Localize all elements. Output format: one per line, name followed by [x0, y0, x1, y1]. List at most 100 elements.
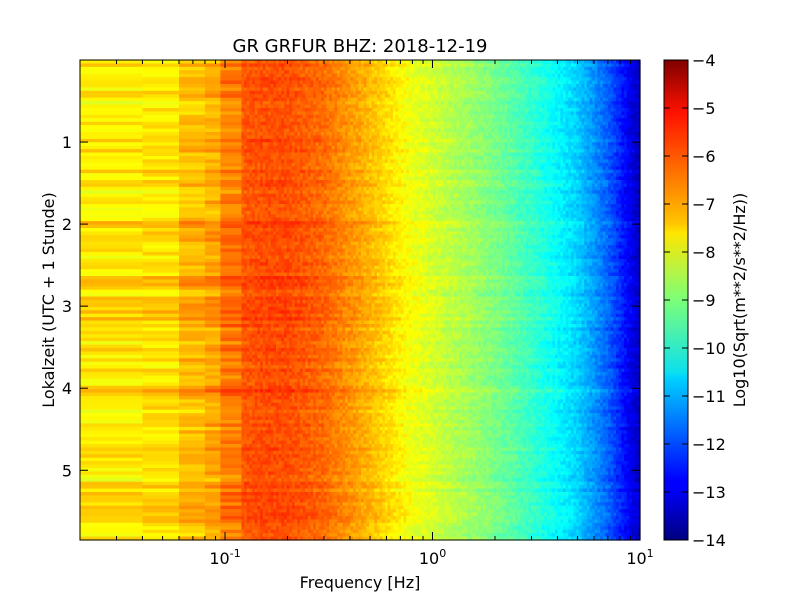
heatmap-cell	[142, 63, 179, 67]
heatmap-cell	[205, 122, 221, 126]
heatmap-cell	[80, 153, 143, 157]
heatmap-cell	[220, 63, 242, 67]
heatmap-cell	[142, 153, 179, 157]
heatmap-cell	[179, 105, 206, 109]
heatmap-cell	[205, 84, 221, 88]
heatmap-cell	[205, 125, 221, 129]
heatmap-cell	[220, 67, 242, 71]
heatmap-cell	[179, 122, 206, 126]
heatmap-cell	[179, 135, 206, 139]
heatmap-cell	[80, 101, 143, 105]
heatmap-cell	[179, 60, 206, 64]
heatmap-cell	[220, 132, 242, 136]
heatmap-cell	[220, 153, 242, 157]
heatmap-cell	[205, 153, 221, 157]
spectrogram-figure: 10-1 100 101 12345 GR GRFUR BHZ: 2018-12-1…	[0, 0, 800, 600]
heatmap-cell	[142, 122, 179, 126]
heatmap-cell	[205, 87, 221, 91]
heatmap-cell	[142, 87, 179, 91]
heatmap-cell	[80, 149, 143, 153]
heatmap-cell	[179, 139, 206, 143]
heatmap-cell	[142, 135, 179, 139]
heatmap-cell	[179, 84, 206, 88]
heatmap-cell	[205, 91, 221, 95]
heatmap-cell	[220, 129, 242, 133]
heatmap-cell	[142, 170, 179, 174]
heatmap-cell	[205, 67, 221, 71]
heatmap-cell	[205, 139, 221, 143]
heatmap-cell	[220, 81, 242, 85]
heatmap-cell	[80, 115, 143, 119]
heatmap-cell	[179, 74, 206, 78]
heatmap-cell	[205, 156, 221, 160]
heatmap-cell	[205, 60, 221, 64]
heatmap-cell	[205, 77, 221, 81]
heatmap-cell	[179, 67, 206, 71]
heatmap-cell	[142, 105, 179, 109]
heatmap-cell	[220, 159, 242, 163]
heatmap-cell	[142, 163, 179, 167]
heatmap-cell	[80, 156, 143, 160]
heatmap-cell	[80, 129, 143, 133]
heatmap-cell	[142, 67, 179, 71]
heatmap-cell	[205, 149, 221, 153]
heatmap-cell	[205, 108, 221, 112]
heatmap-cell	[220, 146, 242, 150]
heatmap-cell	[179, 87, 206, 91]
heatmap-cell	[142, 159, 179, 163]
heatmap-cell	[179, 153, 206, 157]
heatmap-cell	[220, 105, 242, 109]
heatmap-cell	[80, 98, 143, 102]
heatmap-cell	[80, 163, 143, 167]
heatmap-cell	[220, 156, 242, 160]
heatmap-cell	[220, 125, 242, 129]
heatmap-cell	[220, 149, 242, 153]
heatmap-cell	[80, 132, 143, 136]
heatmap-cell	[179, 91, 206, 95]
heatmap-cell	[220, 135, 242, 139]
heatmap-cell	[142, 77, 179, 81]
heatmap-cell	[179, 98, 206, 102]
heatmap-cell	[220, 163, 242, 167]
heatmap-cell	[220, 91, 242, 95]
heatmap-cell	[179, 101, 206, 105]
heatmap-cell	[80, 122, 143, 126]
heatmap-cell	[220, 74, 242, 78]
heatmap-cell	[179, 132, 206, 136]
heatmap-cell	[80, 105, 143, 109]
heatmap-cell	[80, 77, 143, 81]
heatmap-cell	[142, 81, 179, 85]
heatmap-cell	[179, 149, 206, 153]
heatmap-cell	[80, 87, 143, 91]
heatmap-cell	[80, 63, 143, 67]
heatmap-cell	[220, 84, 242, 88]
heatmap-cell	[220, 139, 242, 143]
heatmap-cell	[205, 135, 221, 139]
heatmap-cell	[142, 98, 179, 102]
heatmap-cell	[80, 108, 143, 112]
heatmap-cell	[142, 84, 179, 88]
spectrogram-heatmap	[80, 60, 641, 541]
heatmap-cell	[205, 81, 221, 85]
heatmap-cell	[142, 139, 179, 143]
heatmap-cell	[80, 146, 143, 150]
heatmap-cell	[179, 129, 206, 133]
heatmap-cell	[179, 159, 206, 163]
heatmap-cell	[142, 74, 179, 78]
heatmap-cell	[142, 132, 179, 136]
heatmap-cell	[220, 98, 242, 102]
heatmap-cell	[179, 81, 206, 85]
heatmap-cell	[80, 67, 143, 71]
heatmap-cell	[80, 159, 143, 163]
heatmap-cell	[220, 87, 242, 91]
heatmap-cell	[179, 163, 206, 167]
heatmap-cell	[179, 115, 206, 119]
heatmap-cell	[142, 101, 179, 105]
heatmap-cell	[80, 81, 143, 85]
heatmap-cell	[80, 139, 143, 143]
heatmap-cell	[205, 115, 221, 119]
heatmap-cell	[142, 108, 179, 112]
heatmap-cell	[205, 101, 221, 105]
heatmap-cell	[80, 170, 143, 174]
heatmap-cell	[179, 63, 206, 67]
